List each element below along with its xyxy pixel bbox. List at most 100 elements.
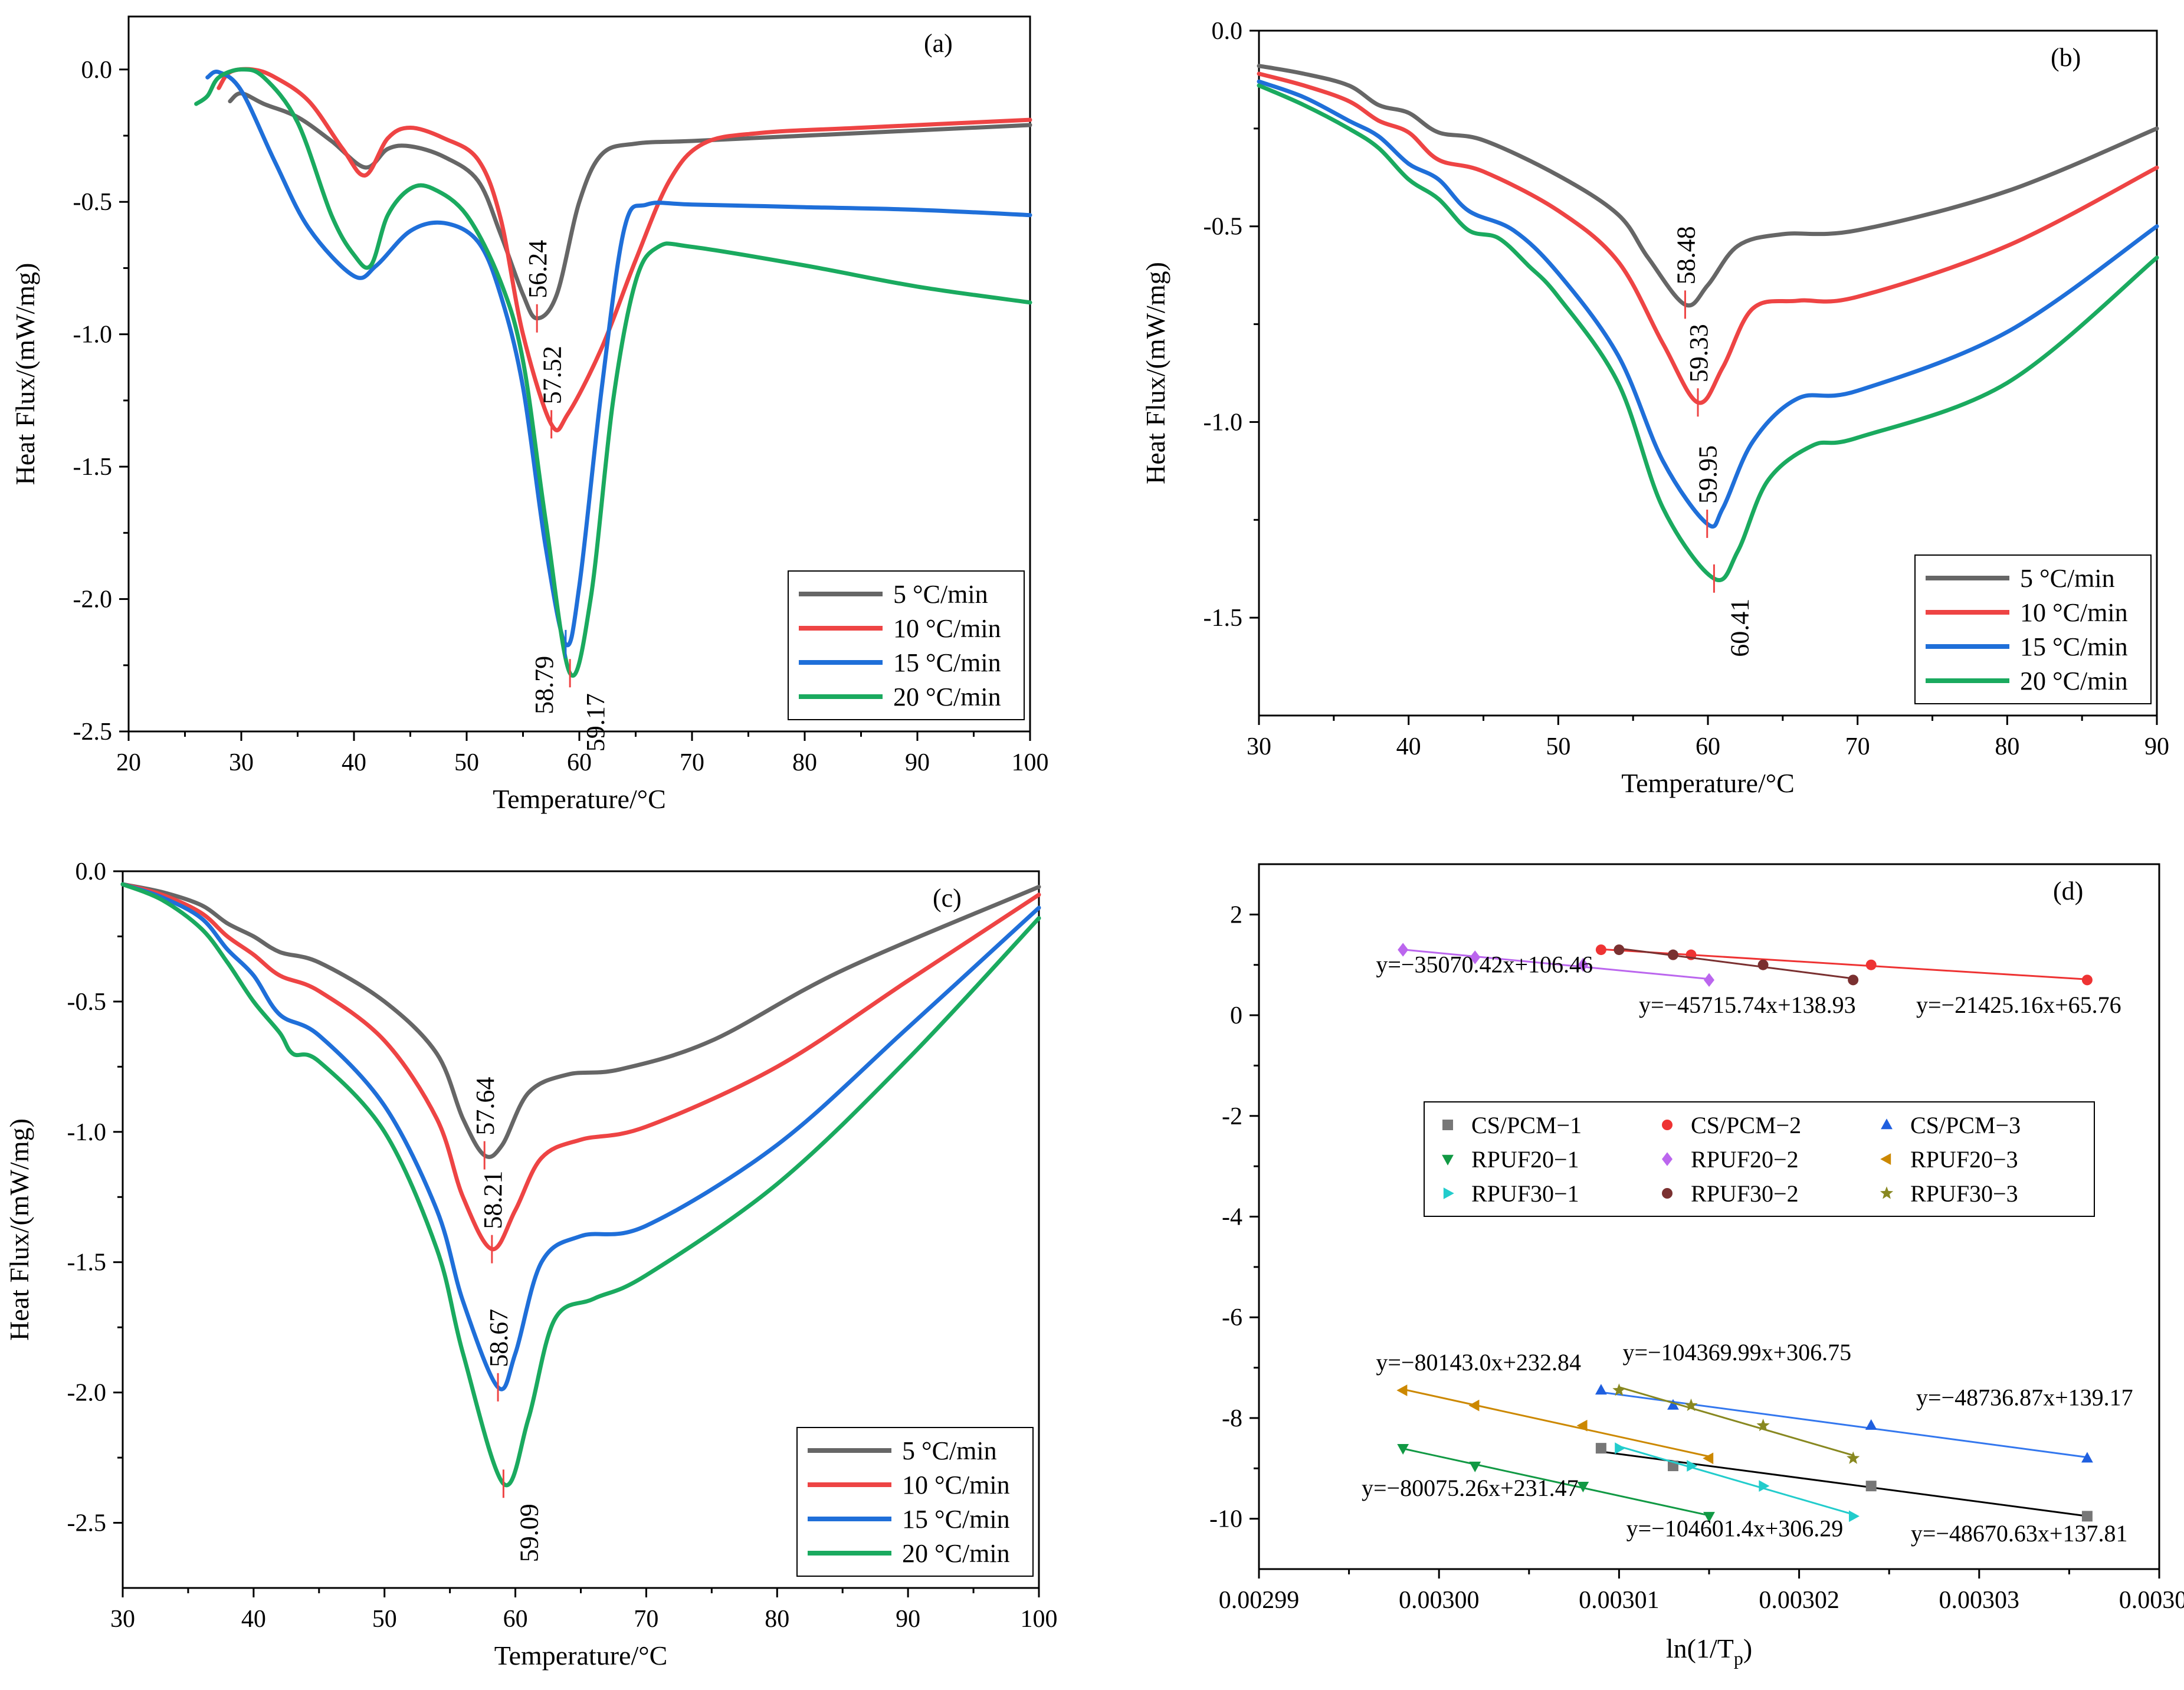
x-tick-label: 0.00304 — [2119, 1587, 2184, 1614]
y-tick-label: -1.0 — [67, 1119, 107, 1146]
marker-star — [1756, 1419, 1770, 1432]
marker-square — [1865, 1481, 1877, 1492]
legend-label: 10 °C/min — [893, 614, 1001, 643]
x-tick-label: 50 — [1546, 733, 1570, 760]
peak-label: 58.21 — [478, 1171, 507, 1229]
x-tick-label: 70 — [634, 1606, 658, 1633]
x-tick-label: 70 — [680, 749, 704, 776]
fit-line — [1601, 1451, 2088, 1517]
y-tick-label: -0.5 — [73, 189, 113, 216]
legend-label: RPUF20−3 — [1910, 1146, 2018, 1173]
marker-triangle-right — [1615, 1442, 1626, 1455]
panel-b: 30 40 50 60 70 80 90 0.0 -0.5 -1.0 -1.5 58.48 59.33 5… — [1140, 18, 2169, 798]
legend-label: 15 °C/min — [902, 1505, 1010, 1534]
fit-line — [1601, 1391, 2088, 1458]
fit-equation: y=−21425.16x+65.76 — [1916, 992, 2121, 1018]
marker-triangle-left — [1880, 1153, 1891, 1165]
marker-circle — [1757, 959, 1769, 970]
marker-diamond — [1704, 973, 1714, 987]
peak-label: 58.48 — [1671, 226, 1700, 284]
marker-triangle-right — [1687, 1460, 1698, 1472]
peak-label: 59.33 — [1684, 324, 1713, 382]
peak-label: 59.09 — [514, 1504, 543, 1562]
x-tick-label: 20 — [116, 749, 141, 776]
panel-a: 20 30 40 50 60 70 80 90 100 0.0 -0.5 -1.0 -1.5 -2.0 -2… — [10, 15, 1049, 814]
legend: 5 °C/min 10 °C/min 15 °C/min 20 °C/min — [1914, 554, 2152, 704]
x-tick-label: 80 — [765, 1606, 789, 1633]
peak-label: 58.79 — [530, 656, 559, 714]
y-tick-label: -2.0 — [67, 1380, 107, 1407]
x-tick-label: 60 — [1696, 733, 1720, 760]
series-line-20C-min — [194, 67, 1032, 678]
marker-triangle-down — [1469, 1461, 1481, 1472]
series-line-10C-min — [120, 882, 1041, 1252]
marker-triangle-left — [1468, 1399, 1480, 1412]
legend-label: 15 °C/min — [2020, 632, 2128, 661]
marker-star — [1880, 1186, 1894, 1199]
x-tick-label: 30 — [1247, 733, 1271, 760]
marker-triangle-right — [1759, 1480, 1770, 1492]
fit-line — [1403, 949, 1710, 980]
marker-circle — [1865, 959, 1877, 970]
marker-circle — [1662, 1120, 1673, 1130]
marker-triangle-left — [1576, 1419, 1588, 1432]
x-tick-label: 90 — [905, 749, 930, 776]
fit-equation: y=−80143.0x+232.84 — [1376, 1349, 1581, 1376]
series-line-5C-min — [120, 882, 1041, 1159]
fit-equation: y=−104601.4x+306.29 — [1626, 1515, 1844, 1542]
x-tick-label: 30 — [229, 749, 254, 776]
y-tick-label: -0.5 — [1204, 214, 1243, 241]
legend-label: 10 °C/min — [2020, 598, 2128, 627]
legend-label: CS/PCM−2 — [1691, 1112, 1801, 1138]
series-line-5C-min — [1257, 64, 2159, 308]
fit-equation: y=−80075.26x+231.47 — [1362, 1475, 1579, 1501]
x-tick-label: 100 — [1012, 749, 1049, 776]
y-tick-label: -1.5 — [73, 454, 113, 481]
legend-label: CS/PCM−3 — [1910, 1112, 2021, 1138]
marker-circle — [1595, 944, 1606, 956]
series-line-5C-min — [228, 91, 1032, 321]
marker-triangle-up — [1595, 1384, 1607, 1395]
x-tick-label: 90 — [2144, 733, 2169, 760]
peak-label: 57.64 — [471, 1077, 500, 1136]
marker-triangle-down — [1577, 1481, 1589, 1492]
y-tick-label: -0.5 — [67, 989, 107, 1016]
x-tick-label: 60 — [567, 749, 592, 776]
peak-label: 59.17 — [581, 693, 610, 752]
y-axis-title: Heat Flux/(mW/mg) — [4, 1118, 34, 1341]
x-tick-label: 50 — [454, 749, 479, 776]
y-tick-label: -8 — [1222, 1405, 1242, 1432]
marker-circle — [1662, 1188, 1673, 1199]
y-tick-label: 0.0 — [76, 858, 107, 885]
marker-circle — [1667, 949, 1678, 960]
legend-label: 5 °C/min — [2020, 564, 2115, 593]
legend-label: 5 °C/min — [902, 1436, 997, 1465]
x-axis-title: Temperature/°C — [1621, 768, 1795, 798]
series-line-15C-min — [205, 70, 1032, 648]
peak-label: 57.52 — [538, 346, 567, 404]
peak-label: 60.41 — [1725, 599, 1754, 657]
legend-label: RPUF30−2 — [1691, 1180, 1799, 1207]
x-tick-label: 40 — [1396, 733, 1421, 760]
panel-c: 30 40 50 60 70 80 90 100 0.0 -0.5 -1.0 -1.5 -2.0 -2.5… — [4, 858, 1058, 1671]
y-axis-title: Heat Flux/(mW/mg) — [1140, 262, 1170, 484]
legend-label: 20 °C/min — [2020, 667, 2128, 695]
fit-line — [1402, 1448, 1710, 1517]
panel-label: (d) — [2053, 877, 2083, 905]
y-tick-label: 0.0 — [1212, 18, 1243, 45]
legend-label: 20 °C/min — [902, 1539, 1010, 1568]
marker-star — [1612, 1383, 1626, 1396]
y-tick-label: 0.0 — [81, 57, 113, 84]
y-tick-label: -6 — [1222, 1304, 1242, 1331]
x-tick-label: 0.00303 — [1939, 1587, 2020, 1614]
y-tick-label: -1.0 — [73, 321, 113, 349]
x-tick-label: 0.00301 — [1579, 1587, 1660, 1614]
marker-circle — [1848, 974, 1859, 986]
fit-equation: y=−48670.63x+137.81 — [1911, 1520, 2128, 1547]
marker-triangle-down — [1703, 1512, 1715, 1523]
fit-equation: y=−48736.87x+139.17 — [1916, 1384, 2133, 1411]
marker-square — [1595, 1443, 1606, 1454]
legend: 5 °C/min 10 °C/min 15 °C/min 20 °C/min — [796, 1427, 1034, 1577]
x-tick-label: 0.00300 — [1399, 1587, 1480, 1614]
marker-diamond — [1398, 943, 1409, 957]
